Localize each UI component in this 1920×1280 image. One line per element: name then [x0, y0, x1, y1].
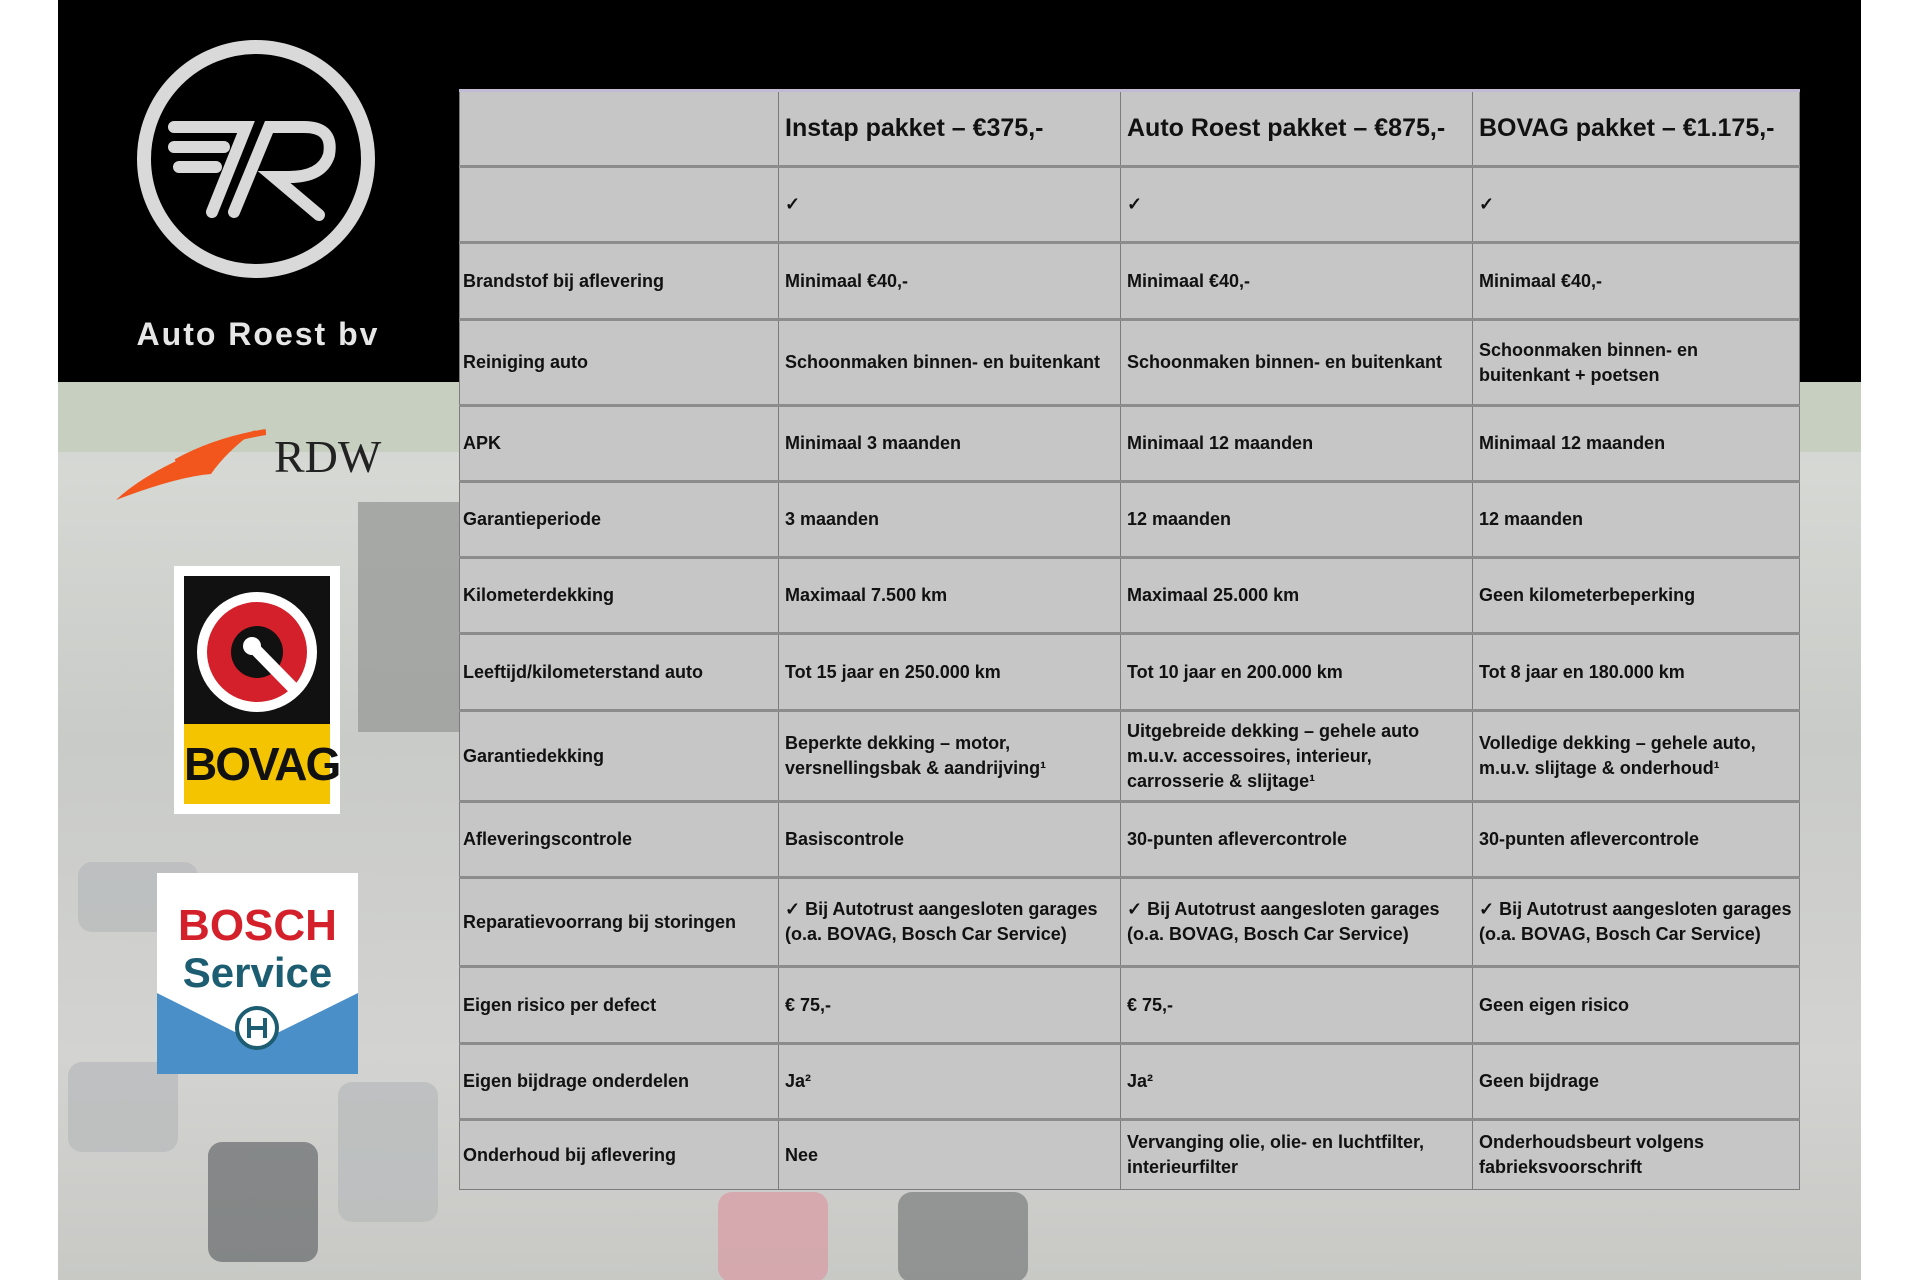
- rdw-logo: RDW: [116, 422, 406, 504]
- table-cell: Minimaal €40,-: [1472, 241, 1800, 320]
- table-cell: Beperkte dekking – motor, versnellingsba…: [778, 709, 1121, 802]
- table-row: Eigen risico per defect € 75,- € 75,- Geen …: [459, 965, 1800, 1044]
- table-row: Reiniging auto Schoonmaken binnen- en bui…: [459, 318, 1800, 406]
- row-label: [459, 165, 779, 243]
- bovag-logo-text: BOVAG: [184, 724, 341, 804]
- table-cell: 3 maanden: [778, 480, 1121, 558]
- header-bovag: BOVAG pakket – €1.175,-: [1472, 90, 1800, 167]
- table-header-row: Instap pakket – €375,- Auto Roest pakket…: [459, 90, 1800, 167]
- row-label: Onderhoud bij aflevering: [459, 1118, 779, 1190]
- table-cell: 30-punten aflevercontrole: [1120, 800, 1473, 878]
- table-cell: Maximaal 25.000 km: [1120, 556, 1473, 634]
- table-cell: 12 maanden: [1120, 480, 1473, 558]
- table-cell: Tot 15 jaar en 250.000 km: [778, 632, 1121, 711]
- table-cell: Minimaal 12 maanden: [1120, 404, 1473, 482]
- header-instap: Instap pakket – €375,-: [778, 90, 1121, 167]
- table-row: Afleveringscontrole Basiscontrole 30-punte…: [459, 800, 1800, 878]
- brand-name: Auto Roest bv: [136, 316, 380, 352]
- table-cell: Nee: [778, 1118, 1121, 1190]
- table-row: APK Minimaal 3 maanden Minimaal 12 maanden…: [459, 404, 1800, 482]
- table-row: Garantieperiode 3 maanden 12 maanden 12 maa…: [459, 480, 1800, 558]
- table-cell: ✓: [778, 165, 1121, 243]
- table-cell: Schoonmaken binnen- en buitenkant + poet…: [1472, 318, 1800, 406]
- table-row: ✓ ✓ ✓: [459, 165, 1800, 243]
- table-row: Onderhoud bij aflevering Nee Vervanging ol…: [459, 1118, 1800, 1190]
- table-cell: € 75,-: [778, 965, 1121, 1044]
- table-cell: Basiscontrole: [778, 800, 1121, 878]
- row-label: Garantieperiode: [459, 480, 779, 558]
- row-label: Leeftijd/kilometerstand auto: [459, 632, 779, 711]
- table-cell: Minimaal €40,-: [1120, 241, 1473, 320]
- row-label: Brandstof bij aflevering: [459, 241, 779, 320]
- table-cell: Ja²: [1120, 1042, 1473, 1120]
- table-row: Reparatievoorrang bij storingen ✓ Bij Aut…: [459, 876, 1800, 967]
- bosch-text: BOSCH: [178, 901, 337, 950]
- bosch-shield-icon: [157, 993, 358, 1074]
- row-label: Eigen bijdrage onderdelen: [459, 1042, 779, 1120]
- table-cell: Tot 10 jaar en 200.000 km: [1120, 632, 1473, 711]
- auto-roest-logo-icon: [137, 40, 375, 278]
- header-empty: [459, 90, 779, 167]
- table-cell: Tot 8 jaar en 180.000 km: [1472, 632, 1800, 711]
- table-cell: Maximaal 7.500 km: [778, 556, 1121, 634]
- bosch-service-logo: BOSCH Service: [157, 873, 358, 1074]
- row-label: Reiniging auto: [459, 318, 779, 406]
- rdw-wing-icon: [116, 429, 267, 500]
- table-cell: ✓ Bij Autotrust aangesloten garages (o.a…: [1472, 876, 1800, 967]
- table-cell: Schoonmaken binnen- en buitenkant: [1120, 318, 1473, 406]
- table-cell: ✓ Bij Autotrust aangesloten garages (o.a…: [1120, 876, 1473, 967]
- table-cell: Geen eigen risico: [1472, 965, 1800, 1044]
- row-label: Reparatievoorrang bij storingen: [459, 876, 779, 967]
- table-row: Leeftijd/kilometerstand auto Tot 15 jaar …: [459, 632, 1800, 711]
- table-cell: Onderhoudsbeurt volgens fabrieksvoorschr…: [1472, 1118, 1800, 1190]
- row-label: Eigen risico per defect: [459, 965, 779, 1044]
- bovag-logo: BOVAG: [174, 566, 341, 814]
- table-cell: Ja²: [778, 1042, 1121, 1120]
- table-cell: Minimaal €40,-: [778, 241, 1121, 320]
- bovag-emblem-icon: [197, 592, 317, 712]
- table-cell: Minimaal 12 maanden: [1472, 404, 1800, 482]
- row-label: Garantiedekking: [459, 709, 779, 802]
- table-cell: ✓ Bij Autotrust aangesloten garages (o.a…: [778, 876, 1121, 967]
- table-row: Brandstof bij aflevering Minimaal €40,- Mi…: [459, 241, 1800, 320]
- service-text: Service: [182, 949, 333, 996]
- table-cell: 30-punten aflevercontrole: [1472, 800, 1800, 878]
- row-label: APK: [459, 404, 779, 482]
- table-row: Eigen bijdrage onderdelen Ja² Ja² Geen bijd…: [459, 1042, 1800, 1120]
- table-cell: Schoonmaken binnen- en buitenkant: [778, 318, 1121, 406]
- rdw-logo-text: RDW: [274, 431, 382, 482]
- table-row: Kilometerdekking Maximaal 7.500 km Maximaa…: [459, 556, 1800, 634]
- table-cell: ✓: [1120, 165, 1473, 243]
- table-cell: € 75,-: [1120, 965, 1473, 1044]
- row-label: Afleveringscontrole: [459, 800, 779, 878]
- table-cell: Geen bijdrage: [1472, 1042, 1800, 1120]
- table-cell: ✓: [1472, 165, 1800, 243]
- package-comparison-table: Instap pakket – €375,- Auto Roest pakket…: [459, 89, 1800, 1190]
- table-cell: 12 maanden: [1472, 480, 1800, 558]
- header-auto-roest: Auto Roest pakket – €875,-: [1120, 90, 1473, 167]
- table-cell: Vervanging olie, olie- en luchtfilter, i…: [1120, 1118, 1473, 1190]
- row-label: Kilometerdekking: [459, 556, 779, 634]
- table-cell: Geen kilometerbeperking: [1472, 556, 1800, 634]
- table-cell: Minimaal 3 maanden: [778, 404, 1121, 482]
- table-cell: Volledige dekking – gehele auto, m.u.v. …: [1472, 709, 1800, 802]
- table-row: Garantiedekking Beperkte dekking – motor,…: [459, 709, 1800, 802]
- table-cell: Uitgebreide dekking – gehele auto m.u.v.…: [1120, 709, 1473, 802]
